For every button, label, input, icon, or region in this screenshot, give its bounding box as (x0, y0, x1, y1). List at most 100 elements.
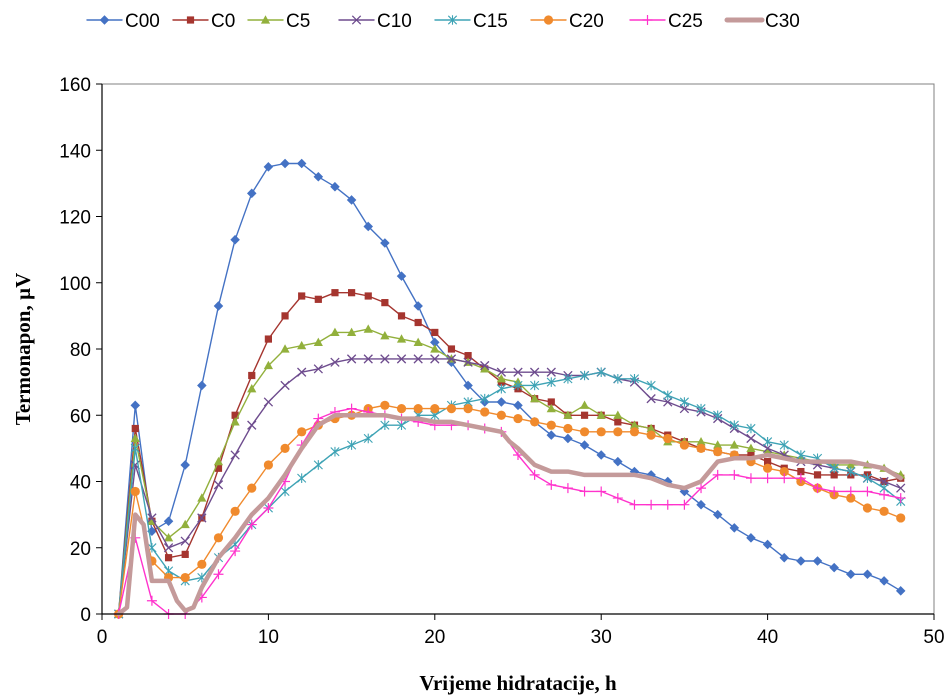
data-point (546, 377, 556, 387)
data-point (895, 493, 906, 504)
legend-marker (99, 15, 110, 25)
series-line-c10 (117, 358, 902, 615)
plot-area (101, 83, 935, 615)
data-point (380, 238, 390, 248)
legend-marker (543, 15, 554, 25)
data-point (331, 289, 339, 297)
data-point (646, 499, 657, 510)
data-point (346, 195, 357, 205)
data-point (330, 181, 340, 192)
data-point (613, 427, 623, 437)
data-point (263, 360, 273, 370)
data-point (213, 456, 224, 466)
data-point (297, 427, 307, 437)
data-point (579, 486, 590, 497)
data-point (330, 446, 340, 457)
legend-label: C00 (125, 11, 160, 32)
data-point (895, 586, 906, 596)
legend-item-c5: C5 (247, 11, 310, 32)
data-point (879, 576, 889, 586)
data-point (513, 380, 523, 391)
data-point (231, 411, 239, 419)
data-point (413, 337, 423, 346)
legend-marker (642, 15, 653, 25)
data-point (280, 443, 290, 453)
data-point (812, 483, 823, 494)
legend-label: C5 (286, 11, 310, 32)
data-point (396, 354, 407, 364)
data-point (762, 473, 773, 484)
data-point (579, 440, 590, 450)
x-tick-label: 50 (923, 627, 944, 648)
legend-item-c0: C0 (172, 11, 235, 32)
data-point (613, 374, 623, 384)
data-point (280, 344, 290, 353)
data-point (346, 354, 357, 364)
data-point (230, 417, 240, 426)
data-point (263, 503, 274, 513)
data-point (879, 489, 890, 500)
data-point (280, 486, 290, 497)
series-c5 (114, 324, 906, 618)
data-point (530, 393, 540, 403)
data-point (830, 471, 838, 479)
data-point (613, 456, 623, 467)
data-point (180, 536, 190, 546)
data-point (246, 188, 257, 199)
data-point (363, 324, 373, 333)
data-point (763, 463, 773, 473)
data-point (846, 466, 856, 477)
data-point (546, 367, 556, 377)
data-point (546, 479, 557, 490)
data-point (314, 295, 322, 303)
data-point (496, 367, 507, 377)
y-axis-title: Termonapon, µV (11, 273, 35, 426)
data-point (230, 506, 240, 516)
y-tick-label: 80 (70, 340, 91, 361)
data-point (612, 493, 623, 504)
data-point (464, 352, 472, 360)
data-point (745, 473, 756, 484)
legend-item-c00: C00 (86, 11, 160, 32)
legend-label: C10 (377, 11, 412, 32)
legend-marker (447, 15, 458, 25)
data-point (213, 480, 224, 490)
data-point (363, 354, 373, 364)
data-point (347, 440, 357, 450)
legend-label: C25 (668, 11, 703, 32)
data-point (230, 450, 240, 460)
data-point (463, 357, 473, 367)
legend-marker (186, 16, 195, 24)
data-point (347, 327, 357, 337)
data-point (446, 354, 457, 364)
legend: C00 C0 C5 C10 C15 C20 C25 C30 (86, 11, 800, 32)
y-tick-label: 100 (59, 274, 91, 295)
y-tick-label: 60 (70, 406, 91, 427)
data-point (563, 410, 573, 419)
data-point (297, 473, 307, 483)
series-layer (113, 158, 906, 619)
data-point (712, 469, 723, 480)
data-point (747, 451, 755, 459)
data-point (364, 292, 372, 300)
data-point (795, 473, 806, 484)
data-point (197, 493, 207, 502)
x-tick-label: 30 (591, 627, 612, 648)
x-axis-title: Vrijeme hidratacije, h (419, 671, 617, 695)
data-point (230, 546, 241, 557)
series-c30 (116, 413, 903, 617)
data-point (729, 523, 740, 533)
data-point (729, 469, 740, 480)
series-line-c00 (117, 162, 902, 615)
data-point (463, 404, 473, 414)
data-point (263, 397, 274, 407)
data-point (396, 404, 407, 414)
data-point (380, 400, 390, 410)
data-point (596, 486, 607, 497)
legend-item-c10: C10 (338, 11, 412, 32)
data-point (679, 397, 689, 407)
data-point (230, 234, 240, 245)
legend-label: C20 (569, 11, 604, 32)
data-point (263, 460, 273, 470)
